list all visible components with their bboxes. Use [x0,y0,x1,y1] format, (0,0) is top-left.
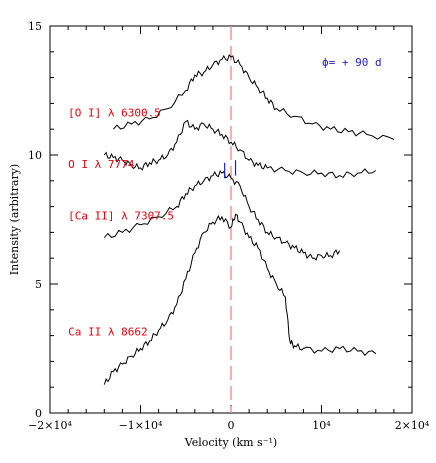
spectrum-line [103,119,377,179]
x-tick-label: 2×10⁴ [395,419,430,432]
spectrum-line [103,170,341,261]
x-tick-label: −2×10⁴ [28,419,72,432]
series-label: [O I] λ 6300.5 [68,106,161,119]
spectrum-line [112,54,395,140]
x-tick-label: −1×10⁴ [119,419,163,432]
spectrum-line [103,213,377,385]
x-tick-label: 0 [228,419,235,432]
y-tick-label: 5 [35,278,42,291]
phase-label: ϕ= + 90 d [322,56,382,69]
series-label: Ca II λ 8662 [68,326,147,339]
series-lines [103,26,395,413]
x-axis-label: Velocity (km s⁻¹) [184,436,277,449]
y-tick-label: 10 [28,149,42,162]
y-tick-label: 15 [28,20,42,33]
series-label: [Ca II] λ 7307.5 [68,210,174,223]
series-labels: [O I] λ 6300.5 O I λ 7774 [Ca II] λ 7307.5… [68,106,174,338]
series-label: O I λ 7774 [68,158,135,171]
y-tick-label: 0 [35,407,42,420]
y-axis-label: Intensity (arbitrary) [8,164,21,275]
x-tick-label: 10⁴ [312,419,331,432]
